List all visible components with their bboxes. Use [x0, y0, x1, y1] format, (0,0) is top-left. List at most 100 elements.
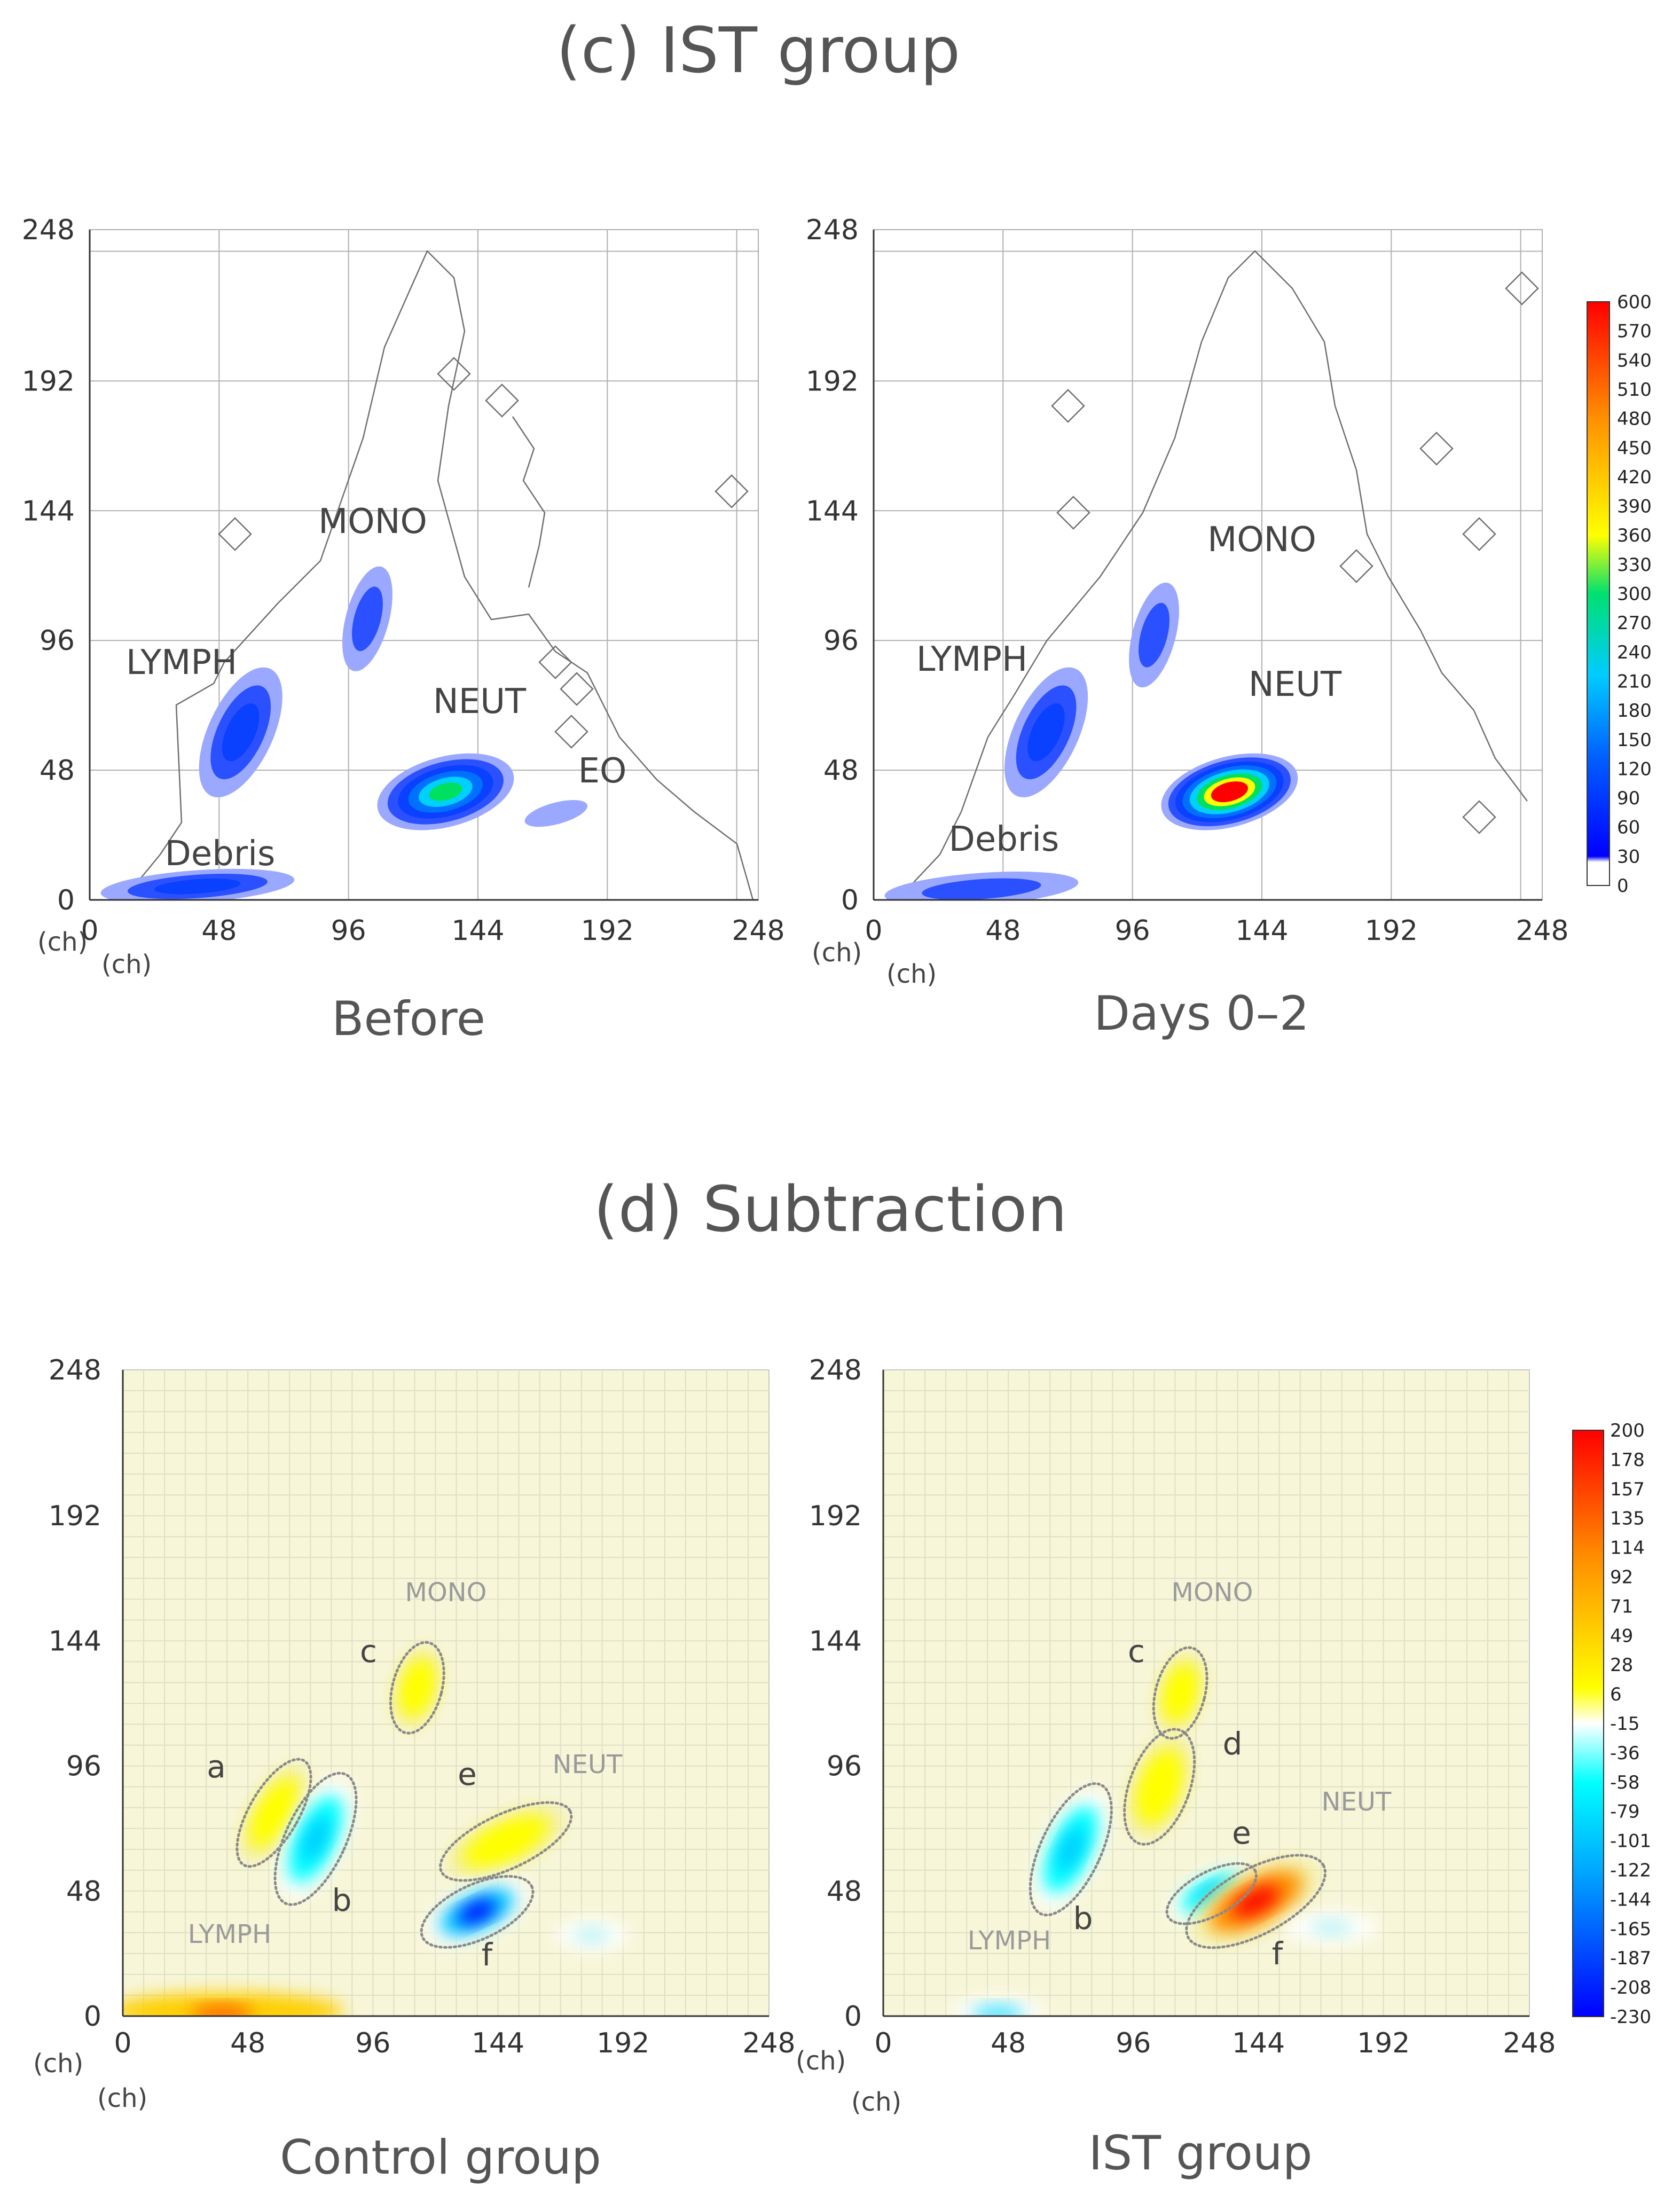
label-lymph-control: LYMPH — [188, 1919, 271, 1949]
region-b-fill — [1034, 1790, 1108, 1909]
y-unit-days: (ch) — [812, 938, 862, 968]
density-level — [429, 782, 462, 802]
population-mono — [342, 566, 392, 671]
region-c-fill — [1156, 1652, 1205, 1734]
density-level — [922, 878, 1041, 900]
contour-diamond-days-4 — [1462, 517, 1496, 551]
y-tick-label: 192 — [49, 1500, 101, 1532]
colorbar-tick-label: 157 — [1610, 1479, 1645, 1500]
population-mono — [1129, 582, 1179, 688]
y-tick-label: 248 — [49, 1354, 101, 1386]
density-level — [1218, 785, 1241, 798]
density-blobs-before — [100, 566, 588, 900]
axes-ist: 0 48 96 144 192 248 0 48 96 144 192 248 — [809, 1354, 1556, 2059]
eo-core — [1310, 1919, 1353, 1935]
colorbar-d: 200 178 157 135 114 92 71 49 28 6 -15 -36 -58 -79 -101… — [1572, 1420, 1651, 2028]
label-debris-before: Debris — [165, 834, 276, 874]
population-lymph — [1004, 667, 1088, 797]
contour-diamond-before-5 — [485, 383, 519, 418]
colorbar-tick-label: 135 — [1610, 1508, 1645, 1530]
region-e-fill — [446, 1806, 566, 1877]
colorbar-tick-label: 180 — [1617, 700, 1652, 722]
grid-days — [874, 230, 1542, 900]
colorbar-tick-label: 300 — [1617, 584, 1652, 605]
colorbar-tick-label: 90 — [1617, 788, 1640, 809]
y-tick-label: 144 — [809, 1625, 862, 1657]
contour-diamond-before-3 — [218, 517, 252, 551]
density-level — [154, 879, 241, 895]
x-tick-label: 192 — [1357, 2027, 1410, 2059]
region-f-fill — [427, 1879, 528, 1945]
x-tick-label: 96 — [1115, 915, 1150, 947]
debris-increase — [123, 1993, 344, 2016]
label-mono-days: MONO — [1207, 520, 1316, 560]
difference-blobs-ist — [951, 1652, 1379, 2016]
colorbar-tick-label: 420 — [1617, 467, 1652, 488]
population-neut — [1161, 753, 1298, 830]
diff-core — [261, 1795, 287, 1831]
colorbar-tick-label: 210 — [1617, 671, 1652, 692]
label-neut-days: NEUT — [1249, 665, 1342, 704]
region-ellipses-ist — [1029, 1646, 1327, 1949]
colorbar-tick-label: 6 — [1610, 1684, 1622, 1705]
contour-diamond-days-2 — [1056, 496, 1090, 530]
diff-core — [1148, 1767, 1172, 1806]
colorbar-tick-label: 30 — [1617, 846, 1640, 867]
contour-diamond-days-3 — [1419, 432, 1454, 466]
region-c-ellipse — [389, 1641, 445, 1735]
colorbar-tick-label: 510 — [1617, 379, 1652, 401]
x-tick-label: 96 — [1116, 2027, 1151, 2059]
colorbar-tick-label: -165 — [1610, 1918, 1651, 1940]
contour-diamond-days-5 — [1505, 271, 1539, 305]
x-tick-label: 248 — [742, 2027, 795, 2059]
colorbar-d-gradient — [1572, 1430, 1604, 2017]
colorbar-tick-label: -230 — [1610, 2006, 1651, 2028]
contour-diamond-before-6 — [715, 474, 749, 508]
x-tick-label: 144 — [1235, 915, 1288, 947]
colorbar-tick-label: 570 — [1617, 321, 1652, 342]
panel-before: 0 48 96 144 192 248 0 48 96 144 192 248 (ch) (ch) B… — [22, 214, 785, 1046]
colorbar-d-ticks: 200 178 157 135 114 92 71 49 28 6 -15 -36 -58 -79 -101… — [1610, 1420, 1651, 2028]
region-c-ist: c — [1128, 1633, 1145, 1669]
density-level — [222, 703, 260, 762]
y-unit-control: (ch) — [33, 2049, 83, 2079]
diff-core — [1171, 1677, 1189, 1708]
y-tick-label: 48 — [40, 755, 75, 787]
region-a-control: a — [207, 1749, 226, 1785]
y-tick-label: 192 — [809, 1500, 862, 1532]
region-f-ellipse — [1185, 1854, 1327, 1949]
x-unit-ist: (ch) — [851, 2087, 901, 2117]
x-unit-days: (ch) — [886, 959, 937, 989]
y-unit-ist: (ch) — [796, 2046, 846, 2076]
section-d-title: (d) Subtraction — [593, 1172, 1067, 1246]
x-tick-label: 144 — [472, 2027, 524, 2059]
region-c-control: c — [360, 1633, 377, 1669]
region-e-control: e — [458, 1756, 477, 1792]
label-lymph-before: LYMPH — [126, 643, 237, 683]
diff-core — [458, 1900, 496, 1924]
label-neut-ist: NEUT — [1322, 1787, 1392, 1817]
y-tick-label: 192 — [806, 365, 859, 397]
panel-control-group: 0 48 96 144 192 248 0 48 96 144 192 248 (ch) (ch) C… — [33, 1354, 796, 2185]
axes-days: 0 48 96 144 192 248 0 48 96 144 192 248 — [806, 214, 1569, 947]
x-tick-label: 248 — [732, 915, 784, 947]
colorbar-tick-label: -79 — [1610, 1801, 1640, 1823]
population-lymph — [199, 667, 282, 797]
y-tick-label: 0 — [841, 884, 859, 916]
x-tick-label: 248 — [1516, 915, 1568, 947]
y-tick-label: 48 — [823, 755, 859, 787]
colorbar-tick-label: 200 — [1610, 1420, 1645, 1441]
diff-core — [408, 1672, 426, 1703]
region-c-ellipse — [1152, 1646, 1208, 1740]
region-f-ist: f — [1272, 1935, 1284, 1972]
x-tick-label: 0 — [874, 2027, 892, 2059]
y-tick-label: 248 — [809, 1354, 862, 1386]
label-mono-ist: MONO — [1172, 1578, 1253, 1608]
x-tick-label: 96 — [331, 915, 366, 947]
colorbar-tick-label: 92 — [1610, 1567, 1633, 1588]
y-tick-label: 96 — [66, 1751, 101, 1783]
label-neut-before: NEUT — [433, 682, 527, 722]
contour-diamond-before-2 — [560, 672, 594, 706]
colorbar-c-ticks: 6005705405104804504203903603303002702402… — [1617, 292, 1652, 897]
x-unit-before: (ch) — [101, 950, 152, 979]
